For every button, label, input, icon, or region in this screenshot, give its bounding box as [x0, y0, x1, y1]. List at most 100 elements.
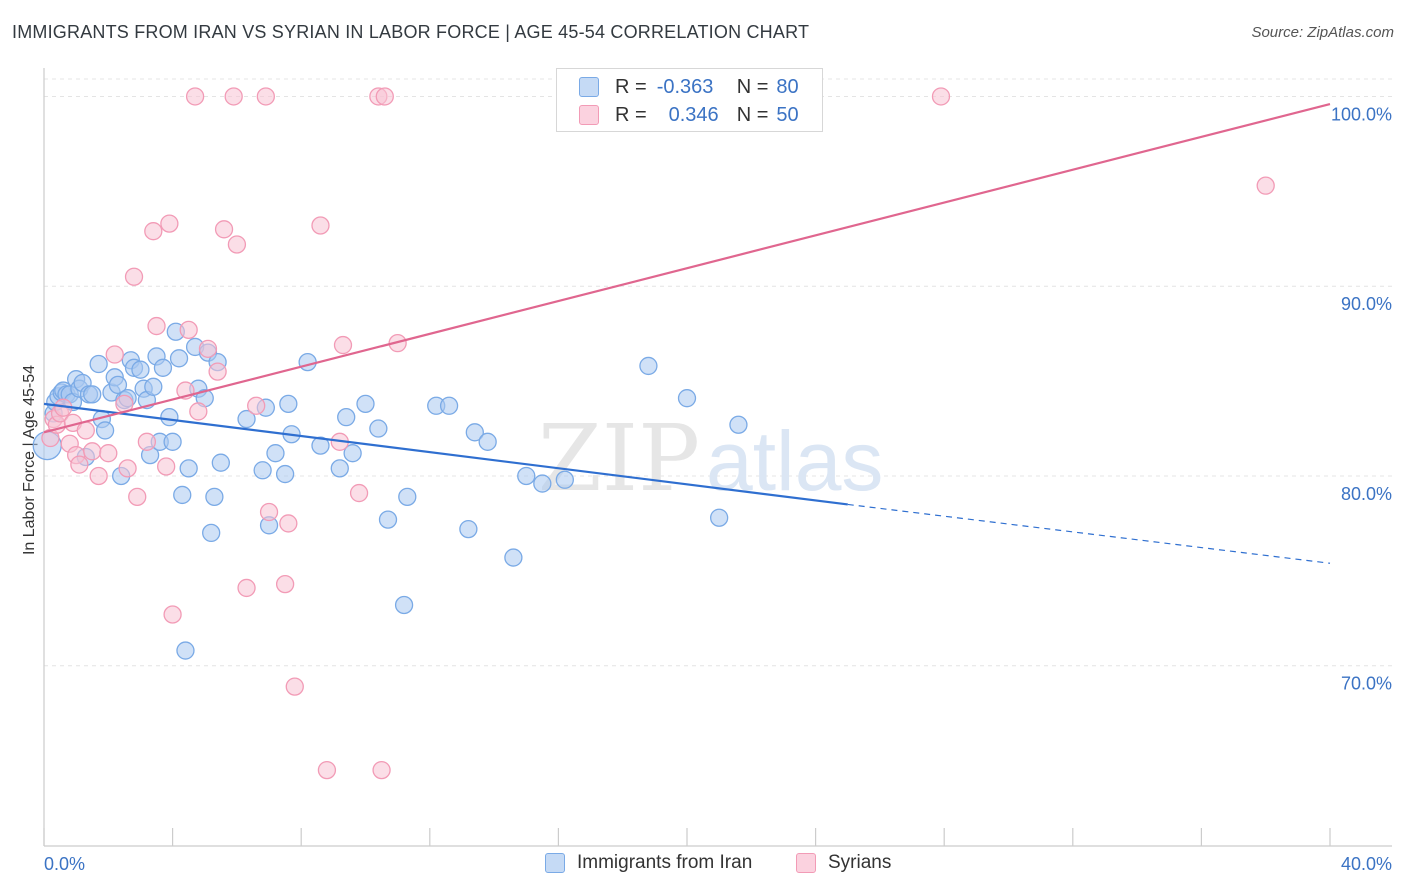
- iran-swatch: [579, 77, 599, 97]
- iran-point: [153, 358, 173, 377]
- iran-point: [163, 432, 182, 451]
- syrians-point: [237, 578, 256, 598]
- syrians-point: [349, 483, 369, 503]
- iran-trend-line: [43, 402, 848, 506]
- iran-point: [311, 436, 330, 455]
- iran-point: [504, 548, 523, 567]
- x-tick-label: 0.0%: [44, 854, 85, 874]
- syrians-point: [76, 421, 95, 440]
- iran-point: [465, 423, 484, 442]
- syrians-point: [83, 442, 102, 461]
- syrians-point: [89, 466, 108, 486]
- syrians-trend-line: [43, 102, 1331, 434]
- syrians-point: [128, 487, 147, 506]
- syrians-point: [214, 220, 234, 239]
- syrians-point: [224, 87, 243, 106]
- tick-labels: 70.0% 80.0% 90.0% 100.0% 0.0% 40.0%: [44, 104, 1392, 874]
- syrians-point: [198, 339, 218, 358]
- iran-point: [237, 409, 256, 429]
- syrians-point: [144, 222, 163, 241]
- y-tick-label: 100.0%: [1331, 104, 1392, 124]
- iran-point: [253, 461, 272, 480]
- syrians-point: [247, 396, 266, 415]
- iran-point: [517, 466, 536, 486]
- iran-point: [89, 354, 108, 374]
- syrians-point: [157, 457, 176, 476]
- source-label: Source: ZipAtlas.com: [1251, 24, 1394, 41]
- r-value: 0.346: [668, 103, 719, 126]
- n-value: 50: [776, 103, 799, 126]
- iran-point: [211, 453, 230, 472]
- syrians-point: [118, 459, 137, 478]
- y-tick-label: 90.0%: [1341, 294, 1392, 314]
- iran-legend-swatch: [545, 853, 565, 873]
- syrians-swatch: [579, 105, 599, 125]
- iran-trend-extension: [847, 503, 1331, 564]
- n-label: N =: [736, 75, 769, 98]
- iran-point: [343, 444, 362, 463]
- syrians-point: [99, 444, 118, 463]
- iran-point: [202, 523, 221, 543]
- iran-point: [108, 375, 128, 395]
- syrians-point: [372, 760, 391, 780]
- iran-point: [160, 408, 179, 427]
- iran-point: [266, 444, 285, 463]
- trend-lines: [43, 102, 1331, 564]
- syrians-point: [1256, 176, 1275, 195]
- iran-point: [459, 519, 478, 539]
- iran-point: [729, 415, 748, 434]
- legend-label: Syrians: [828, 852, 892, 873]
- syrians-point: [227, 235, 247, 254]
- y-tick-label: 70.0%: [1341, 674, 1392, 694]
- syrians-point: [179, 320, 198, 340]
- iran-point: [394, 595, 414, 615]
- data-points: [32, 87, 1275, 780]
- syrians-point: [185, 87, 205, 106]
- legend-item-syrians[interactable]: Syrians: [796, 852, 891, 874]
- syrians-point: [333, 335, 353, 355]
- iran-point: [398, 487, 417, 506]
- syrians-point: [163, 605, 182, 624]
- syrians-point: [189, 402, 208, 421]
- syrians-point: [375, 87, 394, 106]
- iran-point: [710, 508, 729, 527]
- iran-point: [95, 421, 115, 440]
- chart-title: IMMIGRANTS FROM IRAN VS SYRIAN IN LABOR …: [12, 22, 810, 42]
- iran-point: [533, 474, 552, 493]
- y-tick-label: 80.0%: [1341, 484, 1392, 504]
- syrians-point: [275, 574, 295, 594]
- iran-point: [639, 356, 658, 376]
- stats-row-syrians: R = 0.346 N = 50: [557, 101, 799, 129]
- iran-point: [439, 396, 459, 415]
- stats-row-iran: R = -0.363 N = 80: [557, 73, 799, 101]
- watermark-zip: ZIP: [538, 405, 700, 512]
- r-value: -0.363: [656, 75, 714, 98]
- iran-point: [173, 485, 192, 505]
- iran-point: [205, 487, 224, 506]
- iran-point: [330, 459, 349, 478]
- n-value: 80: [776, 75, 799, 98]
- syrians-legend-swatch: [796, 853, 816, 873]
- syrians-point: [137, 432, 157, 451]
- legend-item-iran[interactable]: Immigrants from Iran: [545, 852, 752, 874]
- r-label: R =: [615, 103, 647, 126]
- syrians-point: [931, 87, 951, 106]
- iran-point: [298, 352, 317, 372]
- legend-label: Immigrants from Iran: [577, 852, 753, 873]
- iran-point: [131, 360, 150, 379]
- syrians-point: [160, 214, 179, 233]
- iran-point: [356, 394, 375, 414]
- syrians-point: [311, 216, 330, 235]
- syrians-point: [208, 362, 227, 381]
- iran-point: [677, 389, 697, 408]
- syrians-point: [259, 502, 279, 522]
- iran-point: [369, 419, 388, 438]
- syrians-point: [317, 760, 337, 780]
- series-legend: Immigrants from Iran Syrians: [0, 852, 1406, 878]
- watermark: ZIP atlas: [538, 405, 884, 512]
- x-tick-label: 40.0%: [1341, 854, 1392, 874]
- iran-point: [83, 385, 102, 404]
- syrians-point: [285, 677, 304, 696]
- syrians-point: [70, 455, 89, 474]
